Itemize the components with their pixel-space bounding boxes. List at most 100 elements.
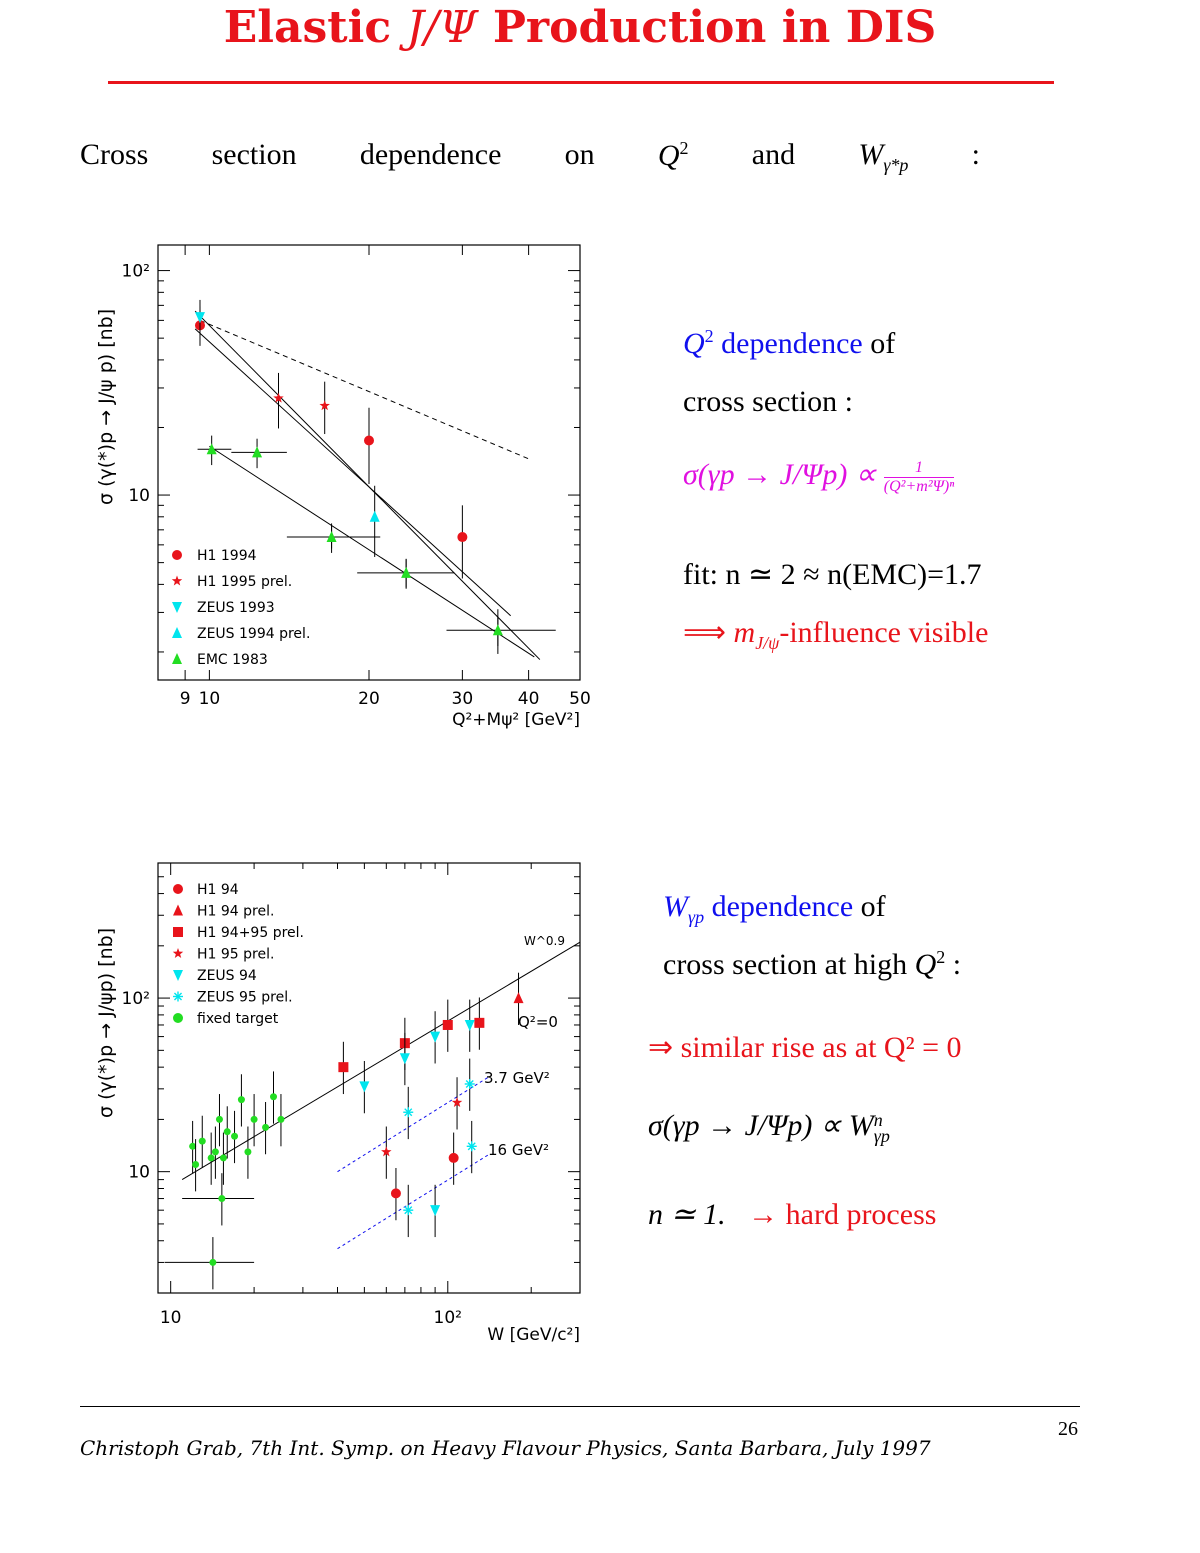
legend-marker (173, 970, 183, 981)
data-point (403, 1205, 414, 1216)
data-point (270, 1093, 278, 1101)
fit-line-16 (337, 1154, 489, 1250)
legend-label: H1 94 (197, 882, 239, 898)
legend-label: fixed target (197, 1011, 279, 1027)
y-tick-label: 10 (128, 1163, 150, 1183)
emc-fit-line (209, 445, 535, 658)
data-point (273, 392, 284, 403)
data-point (207, 1154, 215, 1162)
w-fit-line (181, 941, 581, 1181)
intro-line: Cross section dependence on Q2 and Wγ*p … (80, 138, 980, 175)
data-point (198, 1137, 206, 1145)
data-point (231, 1132, 239, 1140)
data-point (209, 1258, 217, 1266)
data-point (399, 1053, 410, 1065)
data-point (369, 510, 380, 522)
data-point (474, 1017, 485, 1028)
fit-line-3.7 (337, 1076, 489, 1173)
legend-marker (172, 653, 182, 664)
data-point (277, 1115, 285, 1123)
x-axis-label: Q²+Mψ² [GeV²] (452, 710, 580, 730)
data-point (211, 1148, 219, 1156)
mass-independent-line (199, 319, 529, 460)
data-point (206, 443, 217, 455)
data-point (192, 1160, 200, 1168)
data-point (457, 532, 468, 543)
fit-result: fit: n ≃ 2 ≈ n(EMC)=1.7 (683, 558, 982, 591)
data-point (492, 624, 503, 636)
x-tick-label: 30 (452, 689, 474, 709)
x-tick-label: 50 (569, 689, 591, 709)
q2-dependence-chart: 9 10 20 30 40 50 10 10² H1 1994 H1 1995 prel. ZEU… (95, 244, 591, 730)
legend-label: ZEUS 1994 prel. (197, 626, 310, 642)
data-point (381, 1146, 392, 1157)
annotation-q2-3.7: 3.7 GeV² (484, 1069, 550, 1087)
legend-label: H1 95 prel. (197, 947, 274, 963)
legend-label: H1 1994 (197, 548, 257, 564)
y-axis-label: σ (γ(*)p → J/ψ p) [nb] (95, 309, 117, 505)
legend-marker (173, 991, 183, 1002)
w-heading-line2: cross section at high Q2 : (663, 947, 962, 981)
legend-label: ZEUS 1993 (197, 600, 275, 616)
legend-label: H1 94+95 prel. (197, 925, 304, 941)
q2-heading: Q2 dependence of (683, 326, 896, 360)
h1-fit-line (194, 328, 511, 617)
x-tick-label: 9 (180, 689, 191, 709)
w-heading: Wγp dependence of (663, 890, 886, 927)
annotation-q2-16: 16 GeV² (488, 1141, 549, 1159)
data-point (262, 1123, 270, 1131)
legend-marker (173, 927, 183, 937)
y-tick-label: 10 (128, 486, 150, 506)
data-point (359, 1081, 370, 1093)
data-point (338, 1062, 349, 1073)
footer-citation: Christoph Grab, 7th Int. Symp. on Heavy … (80, 1436, 931, 1460)
w-dependence-chart: 10 10² 10 10² H1 94 H1 94 prel. H1 94+95 prel… (95, 862, 581, 1345)
mass-influence: ⟹ mJ/ψ-influence visible (683, 616, 989, 653)
data-point (326, 531, 337, 543)
data-point (451, 1097, 463, 1108)
data-point (252, 446, 263, 458)
legend-label: H1 1995 prel. (197, 574, 292, 590)
data-point (430, 1031, 441, 1043)
data-point (237, 1096, 245, 1104)
similar-rise: ⇒ similar rise as at Q² = 0 (648, 1031, 962, 1064)
data-point (466, 1141, 477, 1152)
legend-label: EMC 1983 (197, 652, 268, 668)
data-point (250, 1115, 258, 1123)
legend-marker (173, 884, 183, 894)
legend-marker (172, 602, 182, 613)
legend-marker (172, 550, 182, 560)
data-point (244, 1148, 252, 1156)
footer-rule (80, 1406, 1080, 1407)
annotation-q2-0: Q²=0 (518, 1013, 558, 1031)
data-point (215, 1115, 223, 1123)
q2-formula: σ(γp → J/Ψp) ∝ 1 (Q²+m²Ψ)ⁿ (683, 458, 955, 495)
q2-heading-line2: cross section : (683, 385, 853, 418)
title-rule (108, 81, 1054, 84)
data-point (401, 566, 412, 578)
legend-marker (172, 627, 182, 638)
data-point (364, 435, 374, 446)
x-axis-label: W [GeV/c²] (487, 1325, 580, 1345)
data-point (390, 1188, 401, 1199)
data-point (403, 1107, 414, 1118)
x-tick-label: 10 (160, 1308, 182, 1328)
data-point (464, 1019, 475, 1031)
x-tick-label: 40 (518, 689, 540, 709)
data-point (194, 312, 205, 324)
legend-label: ZEUS 95 prel. (197, 990, 293, 1006)
annotation-w09: W^0.9 (524, 934, 565, 948)
data-point (218, 1195, 226, 1203)
y-axis-label: σ (γ(*)p → J/ψp) [nb] (95, 928, 117, 1118)
legend-marker (171, 575, 183, 586)
data-point (430, 1205, 441, 1217)
data-point (442, 1019, 453, 1030)
legend-marker (173, 1013, 183, 1023)
y-tick-label: 10² (122, 989, 150, 1009)
legend-label: ZEUS 94 (197, 968, 257, 984)
data-point (219, 1154, 227, 1162)
legend-marker (173, 904, 183, 916)
y-tick-label: 10² (122, 262, 150, 282)
legend-label: H1 94 prel. (197, 904, 274, 920)
